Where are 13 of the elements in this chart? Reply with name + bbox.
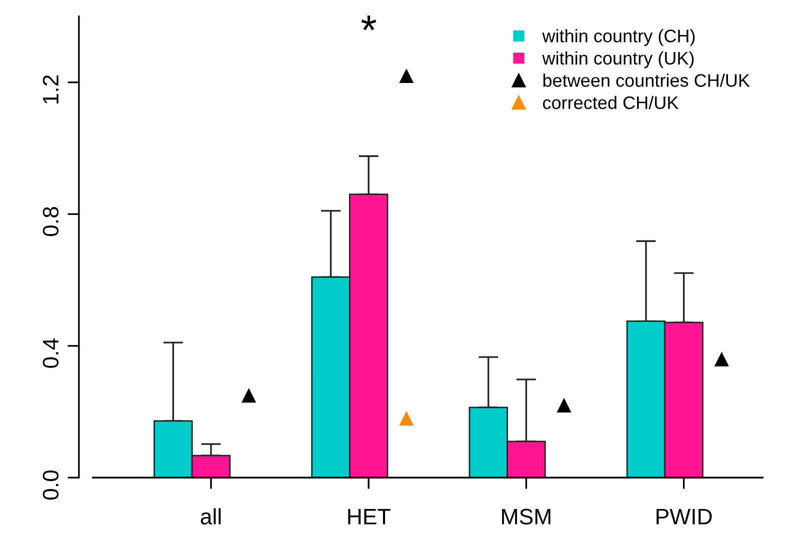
x-tick-label: PWID <box>656 509 712 524</box>
y-tick-label: 0.4 <box>42 338 59 368</box>
legend-label: between countries CH/UK <box>543 74 750 87</box>
legend-label: within country (UK) <box>542 51 694 68</box>
x-tick-label: all <box>200 508 221 525</box>
y-tick-label: 0.0 <box>42 470 59 500</box>
y-tick-label: 1.2 <box>42 75 58 104</box>
legend-label: corrected CH/UK <box>543 96 679 110</box>
x-tick-label: HET <box>348 509 390 524</box>
y-tick-label: 0.8 <box>42 207 59 236</box>
annotation: * <box>361 16 376 30</box>
legend-label: within country (CH) <box>542 29 695 46</box>
x-tick-label: MSM <box>502 508 550 525</box>
